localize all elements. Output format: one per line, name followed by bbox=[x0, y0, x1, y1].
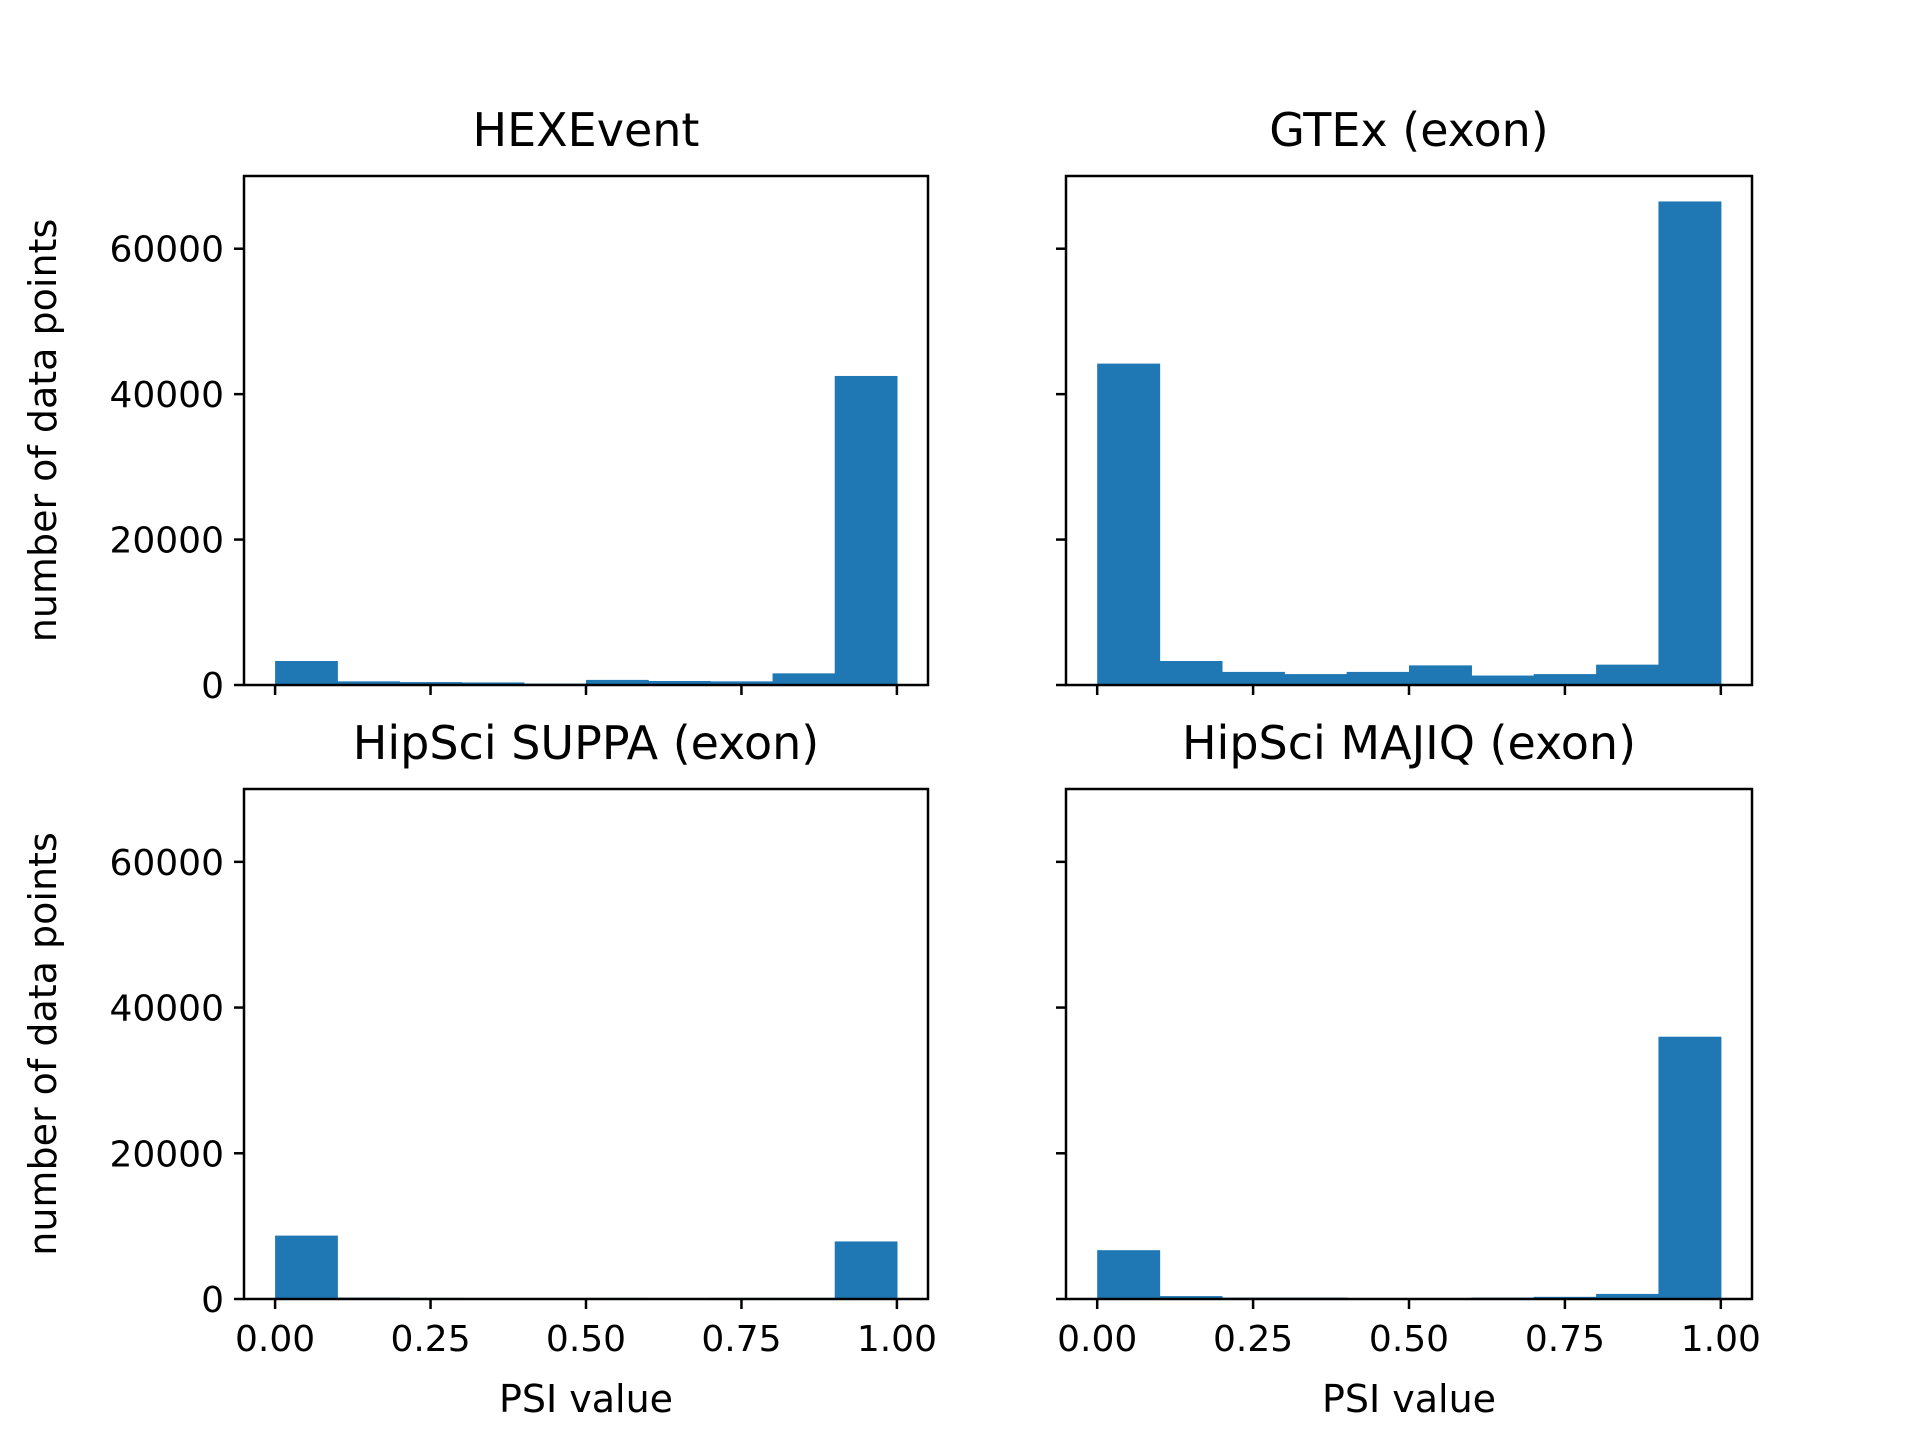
y-axis-label: number of data points bbox=[21, 832, 65, 1255]
histogram-bar bbox=[834, 1241, 898, 1299]
y-axis-label: number of data points bbox=[21, 219, 65, 642]
y-tick-label: 40000 bbox=[109, 375, 224, 416]
x-tick-label: 0.75 bbox=[701, 1319, 781, 1360]
histogram-bar bbox=[586, 679, 649, 685]
histogram-bar bbox=[1596, 664, 1660, 685]
y-tick-label: 60000 bbox=[109, 230, 224, 271]
histogram-bar bbox=[1658, 201, 1722, 685]
panel-title: HipSci SUPPA (exon) bbox=[353, 716, 819, 770]
histogram-bar bbox=[1409, 665, 1472, 685]
x-tick-label: 0.50 bbox=[1369, 1319, 1449, 1360]
x-tick-label: 0.50 bbox=[546, 1319, 626, 1360]
histogram-bar bbox=[772, 673, 836, 685]
axes-frame bbox=[1064, 787, 1754, 1301]
y-tick-label: 20000 bbox=[109, 521, 224, 562]
histogram-bar bbox=[461, 682, 525, 685]
histogram-bar bbox=[648, 681, 711, 685]
axes-frame bbox=[242, 787, 930, 1301]
x-tick-label: 0.75 bbox=[1525, 1319, 1605, 1360]
histogram-bar bbox=[1346, 671, 1410, 685]
x-tick-label: 1.00 bbox=[1681, 1319, 1761, 1360]
panel-title: GTEx (exon) bbox=[1269, 103, 1549, 157]
histogram-bar bbox=[710, 681, 774, 685]
histogram-bar bbox=[1596, 1293, 1660, 1299]
histogram-panel-3: 0.00 0.25 0.50 0.75 1.00 0 20000 40000 60000 HipS… bbox=[21, 716, 937, 1421]
x-tick-label: 1.00 bbox=[857, 1319, 937, 1360]
x-tick-label: 0.25 bbox=[1213, 1319, 1293, 1360]
histogram-bar bbox=[1284, 674, 1348, 685]
x-tick-label: 0.25 bbox=[390, 1319, 470, 1360]
x-axis-label: PSI value bbox=[1322, 1377, 1496, 1421]
histogram-bar bbox=[275, 1235, 338, 1299]
histogram-bar bbox=[399, 682, 463, 685]
x-tick-label: 0.00 bbox=[1057, 1319, 1137, 1360]
histogram-bar bbox=[1159, 1296, 1223, 1299]
histogram-bar bbox=[1471, 675, 1535, 685]
histogram-bar bbox=[1533, 674, 1597, 685]
histogram-panel-4: 0.00 0.25 0.50 0.75 1.00 HipSci MAJIQ (exon) P… bbox=[1056, 716, 1761, 1421]
histogram-bar bbox=[1159, 661, 1223, 685]
histogram-bar bbox=[275, 661, 338, 685]
histogram-panel-1: 0 20000 40000 60000 HEXEvent number of data p… bbox=[21, 103, 930, 707]
histogram-bar bbox=[337, 681, 401, 685]
panel-title: HipSci MAJIQ (exon) bbox=[1182, 716, 1636, 770]
histogram-bar bbox=[1097, 1250, 1161, 1299]
y-tick-label: 20000 bbox=[109, 1134, 224, 1175]
histogram-bar bbox=[834, 375, 898, 685]
y-tick-label: 0 bbox=[201, 666, 224, 707]
histogram-bar bbox=[1221, 671, 1285, 685]
y-tick-label: 40000 bbox=[109, 989, 224, 1030]
panel-title: HEXEvent bbox=[473, 103, 700, 157]
axes-frame bbox=[1064, 174, 1754, 687]
histogram-bar bbox=[1658, 1036, 1722, 1299]
histogram-bar bbox=[1097, 363, 1161, 685]
x-axis-label: PSI value bbox=[499, 1377, 673, 1421]
x-tick-label: 0.00 bbox=[235, 1319, 315, 1360]
axes-frame bbox=[242, 174, 930, 687]
y-tick-label: 0 bbox=[201, 1280, 224, 1321]
y-tick-label: 60000 bbox=[109, 843, 224, 884]
histogram-panel-2: GTEx (exon) bbox=[1056, 103, 1754, 695]
